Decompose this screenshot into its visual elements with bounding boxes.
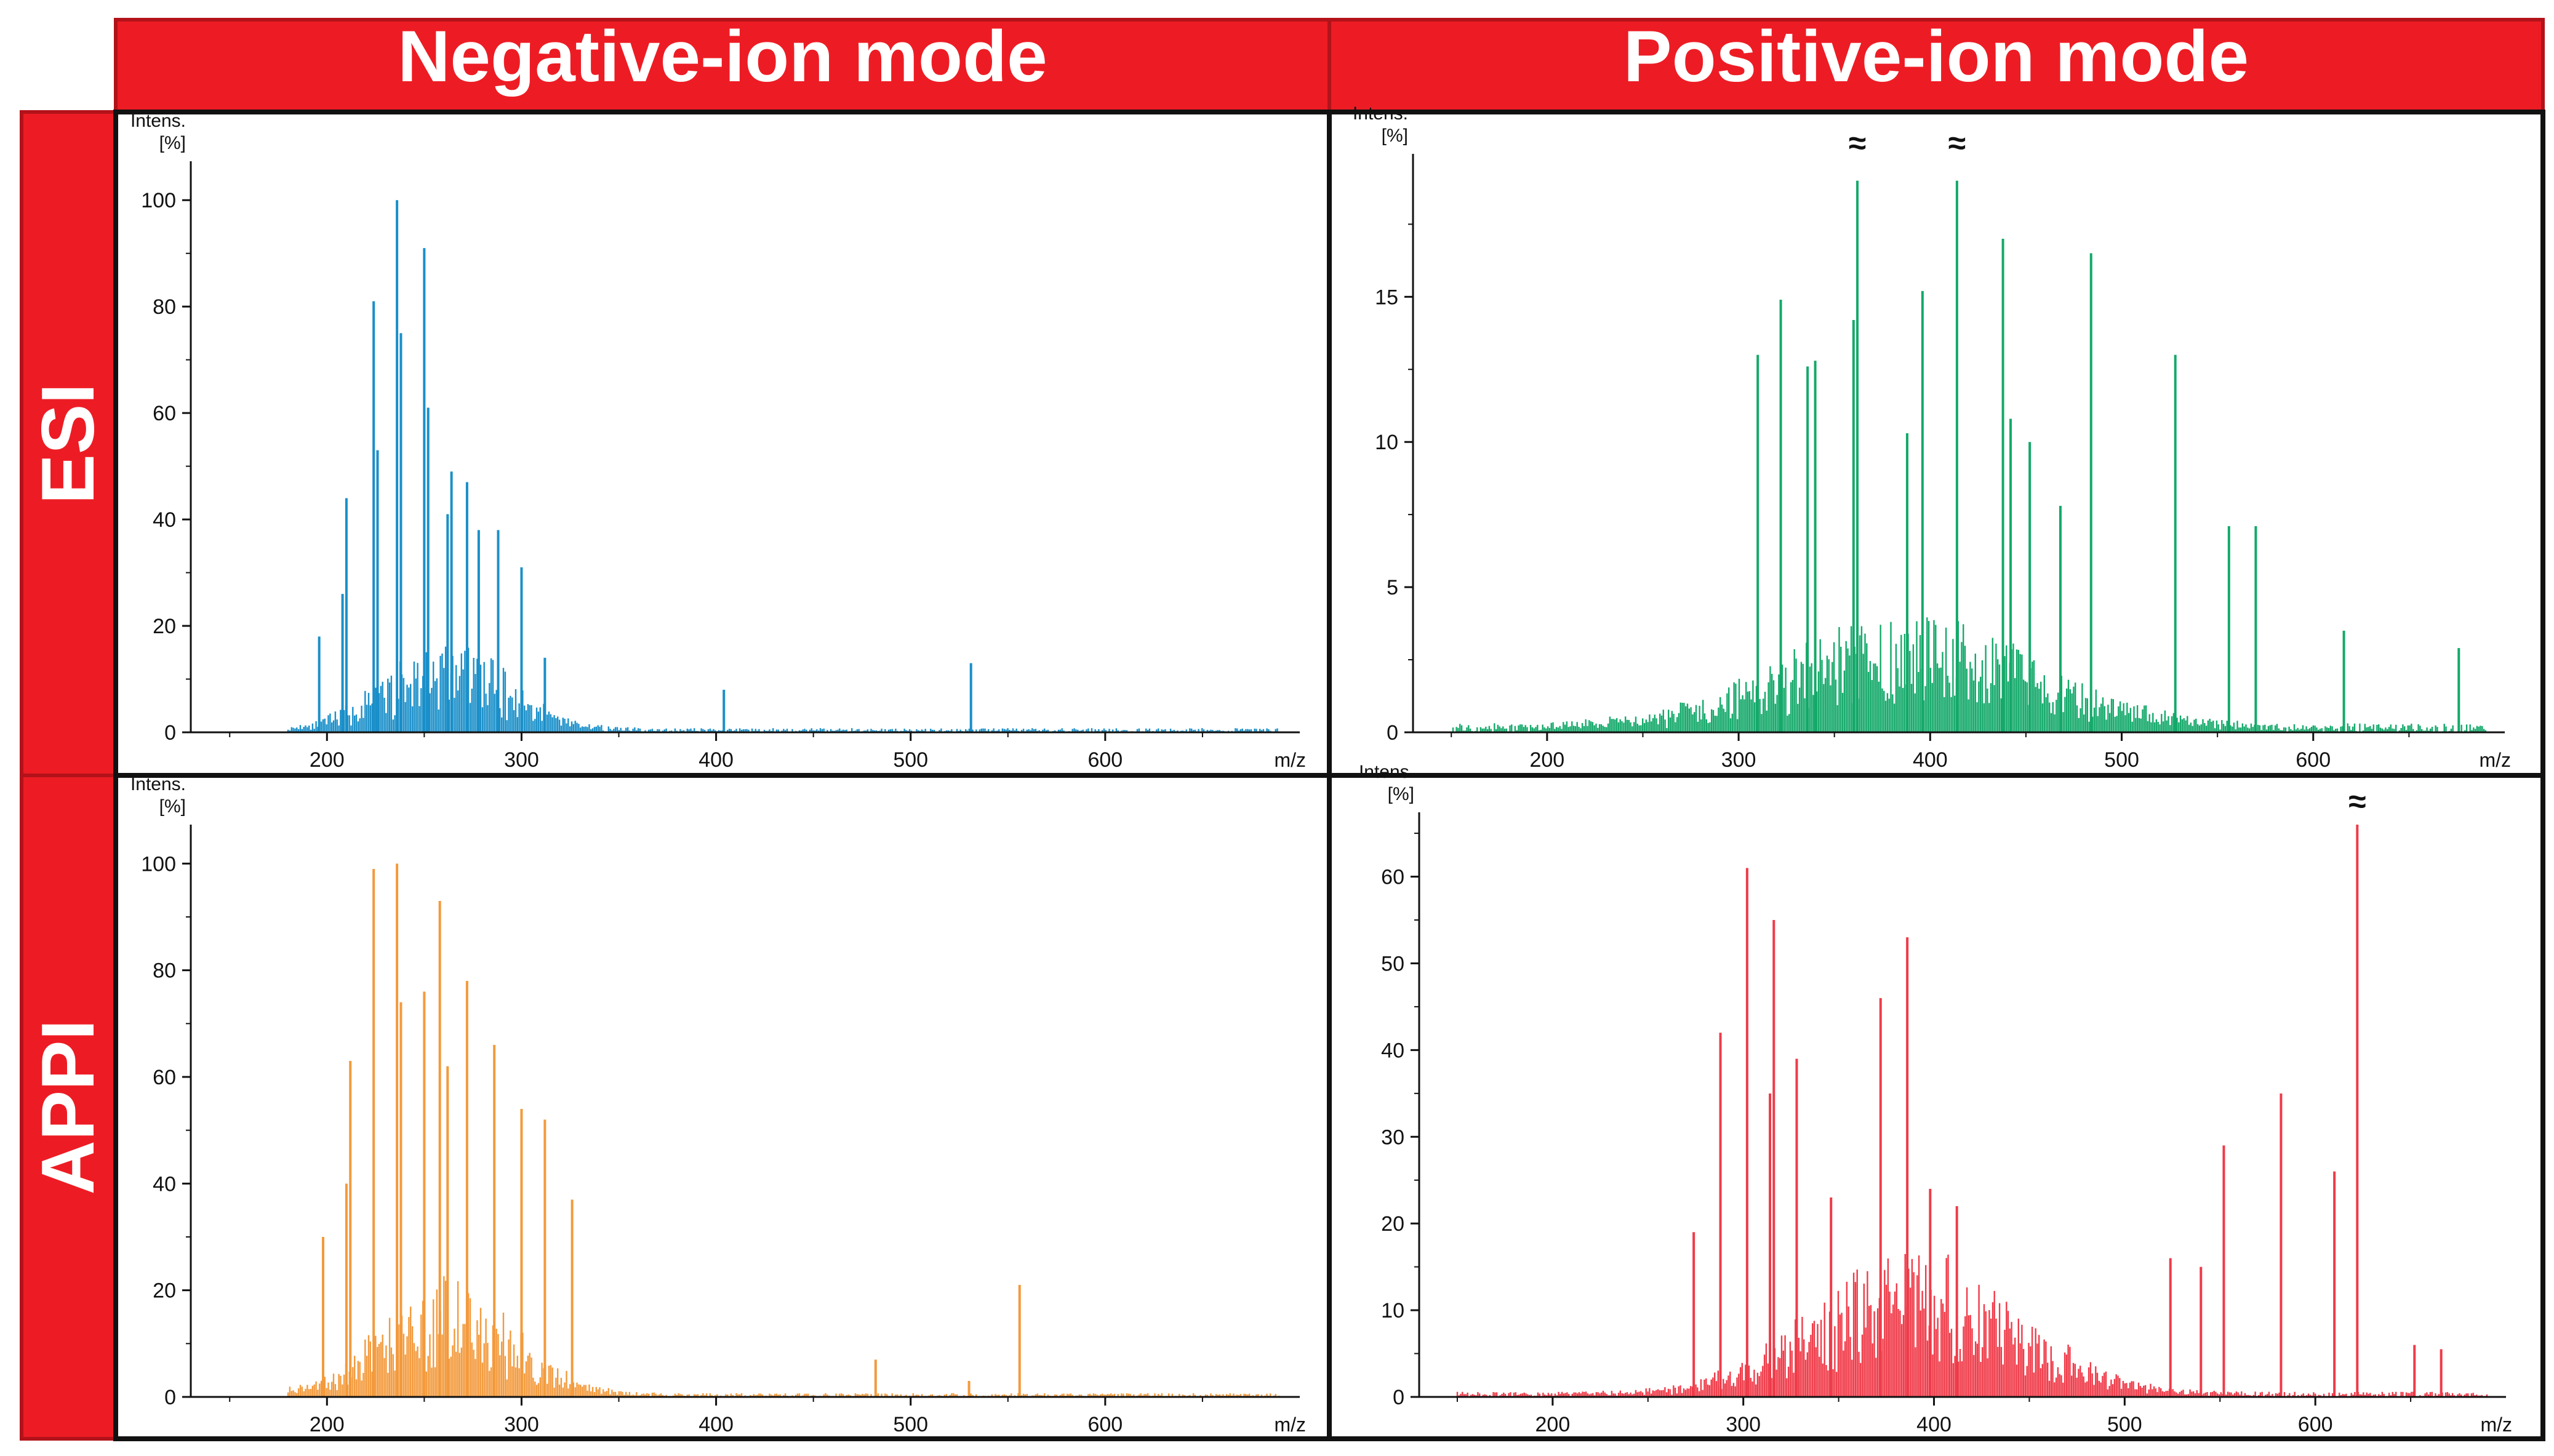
y-tick-label: 10 [1381, 1299, 1404, 1322]
x-tick-label: 200 [310, 1413, 345, 1436]
y-tick-label: 30 [1381, 1126, 1404, 1149]
y-axis-label: Intens. [1359, 762, 1414, 782]
y-tick-label: 80 [153, 959, 176, 983]
x-tick-label: 500 [893, 748, 928, 772]
x-tick-label: 300 [504, 1413, 539, 1436]
x-tick-label: 200 [1535, 1413, 1571, 1436]
y-tick-label: 100 [141, 852, 176, 876]
y-tick-label: 5 [1387, 576, 1398, 599]
x-tick-label: 200 [1529, 748, 1564, 772]
x-tick-label: 300 [1726, 1413, 1761, 1436]
x-axis-label: m/z [1274, 749, 1306, 771]
row-label-appi: APPI [26, 1020, 110, 1195]
x-tick-label: 500 [2104, 748, 2139, 772]
x-tick-label: 400 [699, 748, 734, 772]
x-tick-label: 600 [1087, 748, 1123, 772]
header-negative: Negative-ion mode [398, 16, 1047, 97]
x-tick-label: 600 [2298, 1413, 2333, 1436]
y-tick-label: 60 [1381, 866, 1404, 889]
y-axis-label: [%] [159, 133, 186, 153]
axis-break-icon: ≈ [1948, 126, 1966, 161]
row-label-esi: ESI [26, 383, 110, 505]
axis-break-icon: ≈ [2348, 784, 2366, 820]
header-band-negative [114, 18, 1331, 114]
x-tick-label: 400 [1916, 1413, 1952, 1436]
y-tick-label: 60 [153, 402, 176, 425]
x-tick-label: 400 [699, 1413, 734, 1436]
y-tick-label: 100 [141, 189, 176, 212]
y-tick-label: 20 [1381, 1212, 1404, 1236]
x-axis-label: m/z [2480, 1414, 2512, 1436]
y-tick-label: 40 [153, 1172, 176, 1196]
y-tick-label: 20 [153, 615, 176, 638]
x-axis-label: m/z [1274, 1414, 1306, 1436]
y-tick-label: 0 [1393, 1386, 1404, 1409]
panel-frame-appi-positive [1327, 773, 2545, 1441]
y-tick-label: 80 [153, 295, 176, 319]
x-tick-label: 600 [2296, 748, 2331, 772]
x-tick-label: 300 [1721, 748, 1756, 772]
header-band-positive [1327, 18, 2545, 114]
x-axis-label: m/z [2479, 749, 2511, 771]
y-tick-label: 0 [164, 721, 176, 745]
y-tick-label: 50 [1381, 952, 1404, 975]
y-axis-label: [%] [159, 796, 186, 817]
y-tick-label: 40 [153, 508, 176, 532]
y-tick-label: 20 [153, 1279, 176, 1303]
x-tick-label: 500 [893, 1413, 928, 1436]
x-tick-label: 200 [310, 748, 345, 772]
chart-appi-positive: 0 10 20 30 40 50 60 200 300 400 500 600 m/z Intens.[%… [1359, 762, 2512, 1436]
y-tick-label: 15 [1375, 286, 1398, 309]
y-tick-label: 0 [1387, 721, 1398, 745]
y-tick-label: 60 [153, 1066, 176, 1089]
x-tick-label: 500 [2107, 1413, 2142, 1436]
y-tick-label: 0 [164, 1386, 176, 1409]
x-tick-label: 400 [1913, 748, 1948, 772]
x-tick-label: 600 [1087, 1413, 1123, 1436]
x-tick-label: 300 [504, 748, 539, 772]
y-tick-label: 40 [1381, 1039, 1404, 1062]
y-axis-label: [%] [1388, 784, 1414, 804]
y-tick-label: 10 [1375, 431, 1398, 454]
header-positive: Positive-ion mode [1623, 16, 2249, 97]
y-axis-label: [%] [1382, 126, 1408, 146]
row-band-esi [20, 110, 118, 777]
axis-break-icon: ≈ [1849, 126, 1867, 161]
row-band-appi [20, 774, 118, 1441]
